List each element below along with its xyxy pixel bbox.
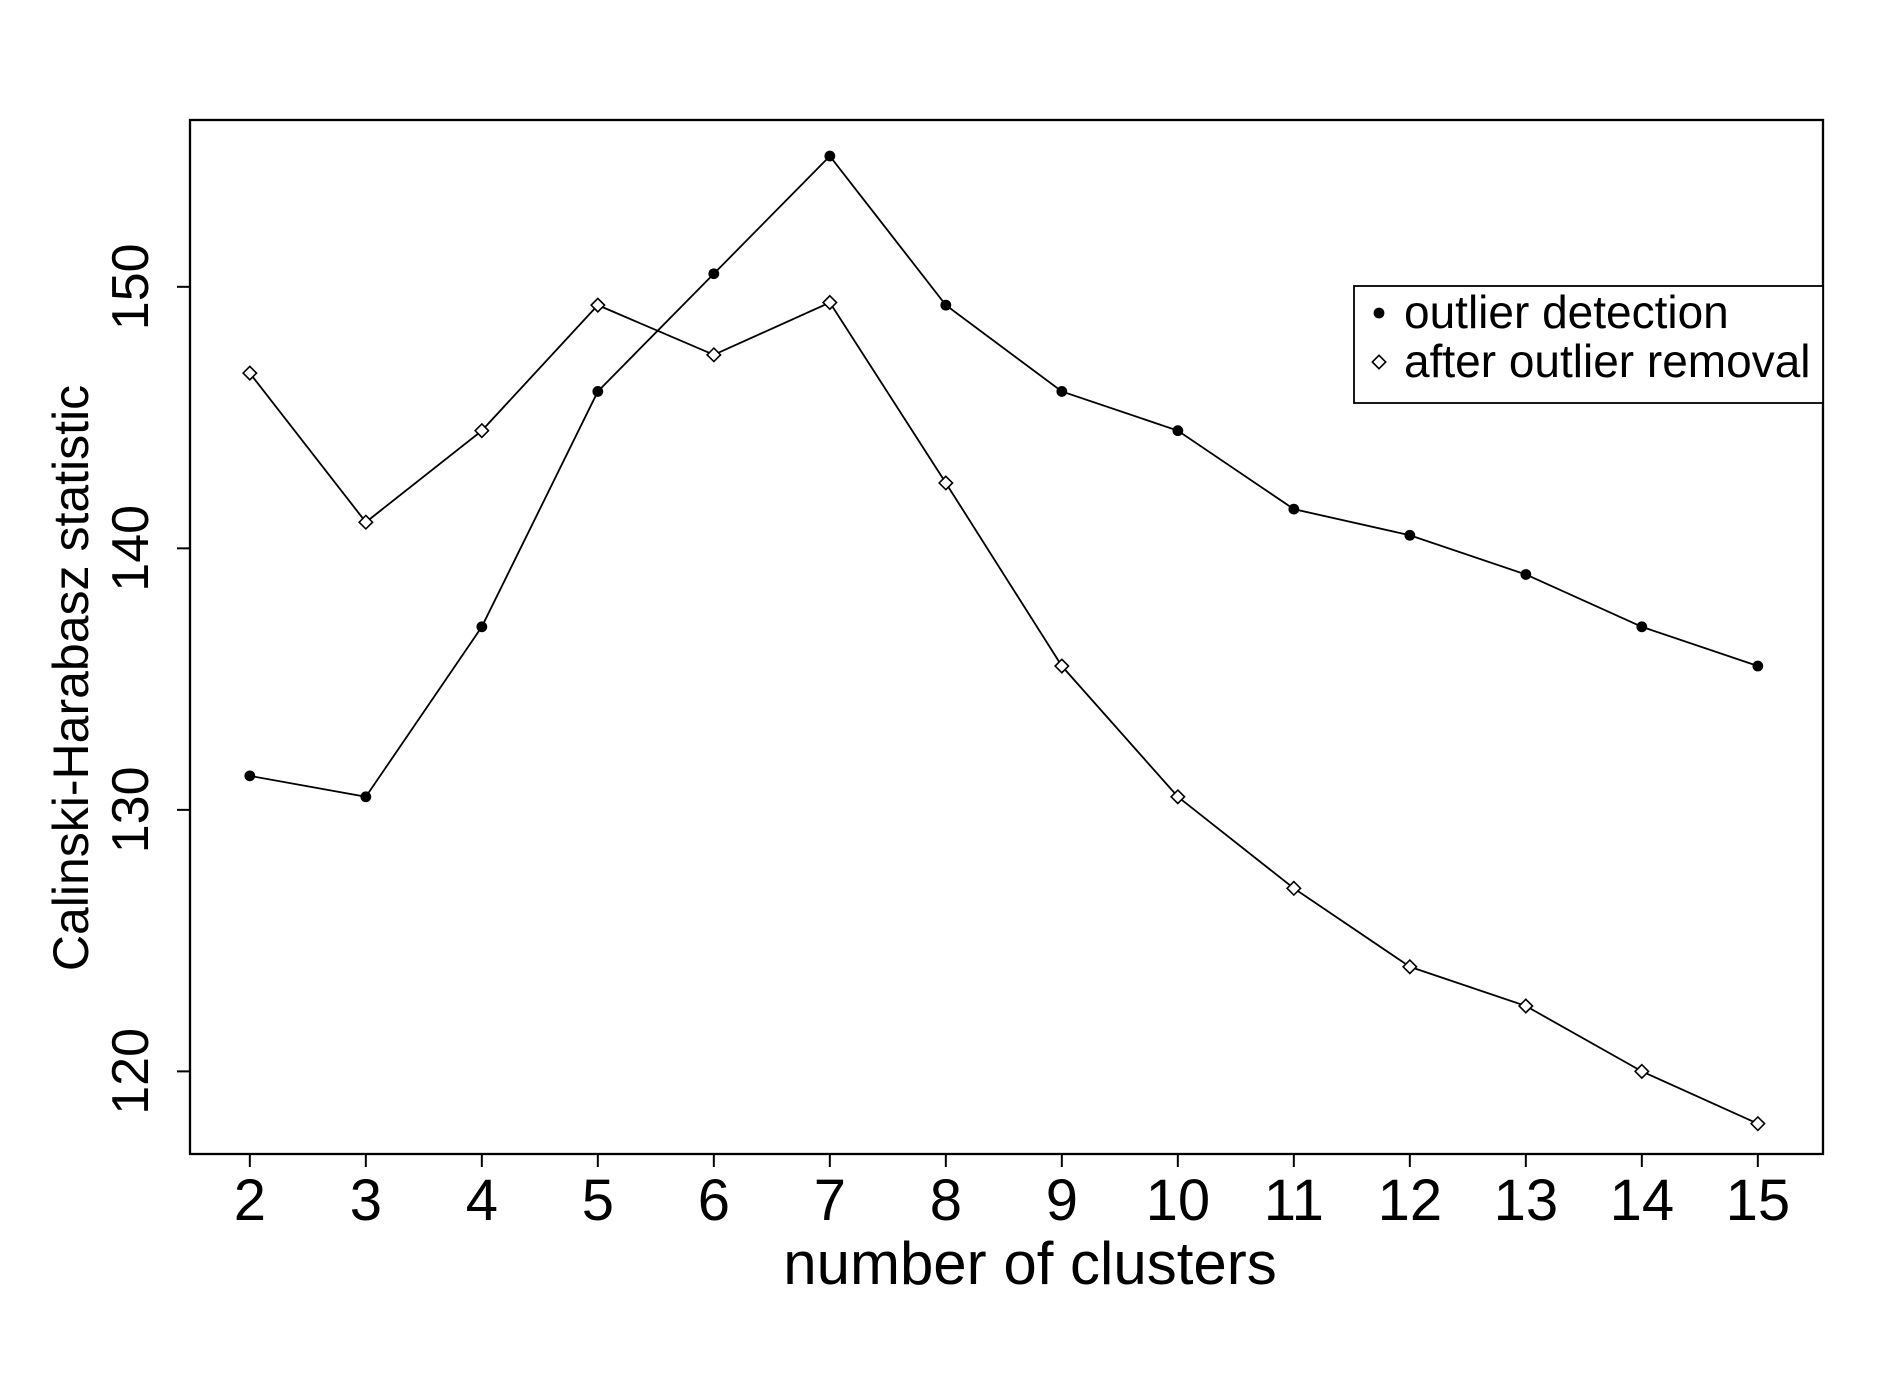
svg-text:11: 11 [1264, 1168, 1324, 1233]
svg-text:12: 12 [1378, 1168, 1443, 1233]
svg-text:outlier detection: outlier detection [1404, 286, 1729, 338]
svg-text:6: 6 [698, 1168, 730, 1233]
svg-text:Calinski-Harabasz statistic: Calinski-Harabasz statistic [43, 385, 99, 971]
svg-text:150: 150 [102, 243, 160, 330]
svg-text:3: 3 [350, 1168, 382, 1233]
svg-text:9: 9 [1046, 1168, 1078, 1233]
svg-text:7: 7 [814, 1168, 846, 1233]
svg-text:number of clusters: number of clusters [783, 1230, 1277, 1297]
svg-text:14: 14 [1610, 1168, 1675, 1233]
svg-text:130: 130 [102, 766, 160, 853]
svg-text:140: 140 [102, 505, 160, 592]
svg-text:8: 8 [930, 1168, 962, 1233]
svg-text:10: 10 [1146, 1168, 1211, 1233]
svg-text:120: 120 [102, 1028, 160, 1115]
svg-text:5: 5 [582, 1168, 614, 1233]
svg-text:13: 13 [1494, 1168, 1559, 1233]
svg-text:after outlier removal: after outlier removal [1404, 335, 1811, 387]
svg-text:2: 2 [234, 1168, 266, 1233]
svg-text:4: 4 [466, 1168, 498, 1233]
svg-text:15: 15 [1726, 1168, 1791, 1233]
